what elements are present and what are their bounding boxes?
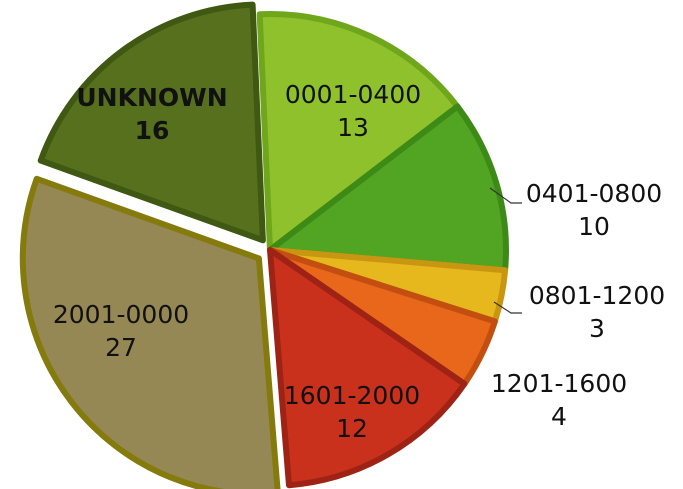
slice-label-1601-2000: 1601-2000 12 [284, 381, 420, 443]
slice-label-unknown: UNKNOWN 16 [76, 83, 227, 145]
slice-category-label: 1201-1600 [491, 369, 627, 398]
pie-slice-1601-2000 [267, 247, 468, 489]
slice-category-label: 0401-0800 [526, 179, 662, 208]
slice-value-label: 13 [337, 113, 369, 142]
leader-line-0401-0800 [489, 187, 522, 204]
slice-value-label: 3 [589, 314, 605, 343]
slice-value-label: 10 [578, 212, 610, 241]
slice-category-label: 2001-0000 [53, 300, 189, 329]
slice-label-0401-0800: 0401-0800 10 [526, 179, 662, 241]
slice-value-label: 12 [336, 414, 368, 443]
slice-category-label: UNKNOWN [76, 83, 227, 112]
slice-label-2001-0000: 2001-0000 27 [53, 300, 189, 362]
slice-category-label: 1601-2000 [284, 381, 420, 410]
slice-value-label: 27 [105, 333, 137, 362]
slice-category-label: 0801-1200 [529, 281, 665, 310]
pie-slices [19, 1, 509, 489]
slice-label-0801-1200: 0801-1200 3 [529, 281, 665, 343]
pie-slice-unknown [37, 1, 266, 244]
pie-slice-0401-0800 [267, 103, 509, 274]
leader-lines [489, 187, 522, 314]
slice-category-label: 0001-0400 [285, 80, 421, 109]
slice-labels: 0001-0400 13 0401-0800 10 0801-1200 3 1201-160… [53, 80, 665, 443]
slice-value-label: 4 [551, 402, 567, 431]
pie-slice-0001-0400 [256, 10, 461, 253]
slice-label-1201-1600: 1201-1600 4 [491, 369, 627, 431]
leader-line-0801-1200 [493, 301, 522, 314]
slice-label-0001-0400: 0001-0400 13 [285, 80, 421, 142]
slice-value-label: 16 [135, 116, 170, 145]
pie-slice-2001-0000 [19, 175, 281, 489]
